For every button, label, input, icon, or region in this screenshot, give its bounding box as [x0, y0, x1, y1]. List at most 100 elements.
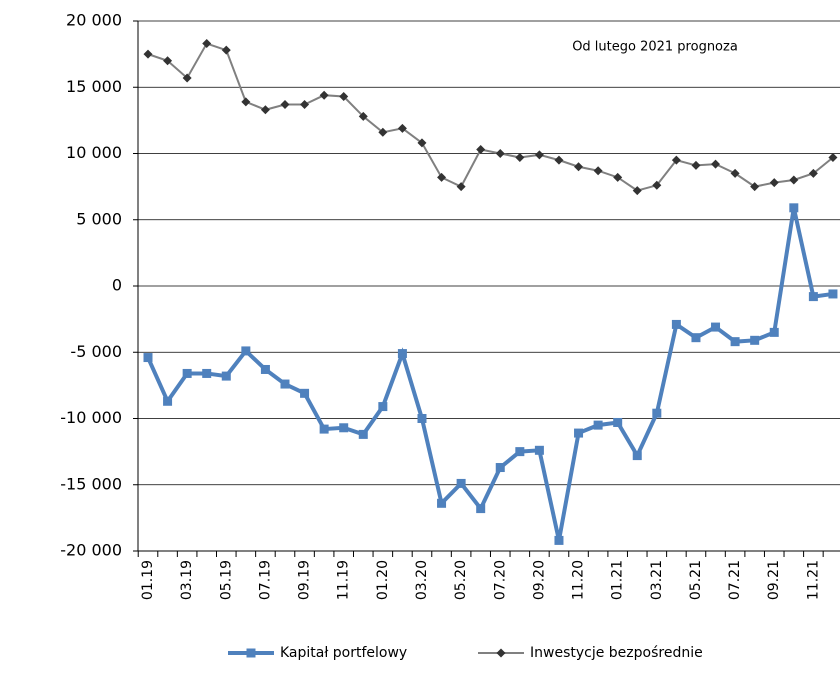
- marker: [437, 172, 447, 182]
- y-tick-label: -5 000: [70, 342, 122, 361]
- x-tick-label: 09.20: [531, 560, 547, 600]
- marker: [750, 335, 760, 345]
- x-tick-label: 03.19: [179, 560, 195, 600]
- x-tick-label: 03.21: [649, 560, 665, 600]
- x-tick-label: 05.19: [218, 560, 234, 600]
- marker: [632, 186, 642, 196]
- marker: [691, 333, 701, 343]
- marker: [495, 149, 505, 158]
- marker: [554, 155, 564, 165]
- x-tick-label: 03.20: [414, 560, 430, 600]
- marker: [574, 428, 584, 438]
- marker: [319, 90, 329, 100]
- marker: [319, 424, 329, 434]
- series: [143, 39, 838, 196]
- marker: [163, 56, 173, 66]
- marker: [613, 417, 623, 427]
- y-tick-label: 20 000: [66, 11, 122, 30]
- marker: [143, 49, 153, 59]
- marker: [495, 463, 505, 473]
- marker: [554, 535, 564, 545]
- marker: [202, 368, 212, 378]
- marker: [221, 45, 231, 55]
- annotation: Od lutego 2021 prognoza: [572, 40, 738, 55]
- marker: [789, 203, 799, 213]
- marker: [652, 408, 662, 418]
- marker: [260, 105, 270, 115]
- marker: [339, 423, 349, 433]
- x-tick-label: 05.20: [453, 560, 469, 600]
- marker: [182, 368, 192, 378]
- marker: [828, 152, 838, 162]
- marker: [397, 123, 407, 133]
- x-tick-label: 11.19: [336, 560, 352, 600]
- marker: [241, 97, 251, 107]
- marker: [593, 420, 603, 430]
- marker: [534, 150, 544, 160]
- marker: [808, 168, 818, 178]
- y-tick-label: 10 000: [66, 143, 122, 162]
- marker: [476, 504, 486, 514]
- marker: [515, 152, 525, 162]
- marker: [358, 429, 368, 439]
- marker: [378, 402, 388, 412]
- x-tick-label: 07.20: [492, 560, 508, 600]
- marker: [828, 289, 838, 299]
- x-tick-label: 01.21: [610, 560, 626, 600]
- marker: [182, 73, 192, 83]
- marker: [496, 648, 506, 658]
- marker: [711, 322, 721, 332]
- marker: [300, 388, 310, 398]
- marker: [574, 162, 584, 172]
- marker: [417, 414, 427, 423]
- marker: [280, 379, 290, 389]
- x-tick-label: 07.19: [257, 560, 273, 600]
- marker: [280, 99, 290, 109]
- x-tick-label: 09.21: [766, 560, 782, 600]
- marker: [143, 353, 153, 363]
- series-line: [147, 42, 834, 192]
- marker: [358, 111, 368, 121]
- marker: [241, 346, 251, 356]
- marker: [750, 182, 760, 192]
- marker: [730, 168, 740, 178]
- marker: [456, 478, 466, 488]
- marker: [691, 160, 701, 170]
- x-tick-label: 01.20: [375, 560, 391, 600]
- legend-label: Inwestycje bezpośrednie: [530, 645, 703, 661]
- marker: [163, 396, 173, 406]
- marker: [789, 175, 799, 185]
- marker: [652, 180, 662, 190]
- x-tick-label: 05.21: [688, 560, 704, 600]
- marker: [769, 327, 779, 337]
- y-tick-label: -10 000: [60, 408, 122, 427]
- marker: [711, 159, 721, 169]
- marker: [260, 364, 270, 374]
- marker: [417, 138, 427, 148]
- marker: [456, 182, 466, 192]
- y-tick-label: -20 000: [60, 541, 122, 560]
- x-tick-label: 09.19: [297, 560, 313, 600]
- marker: [671, 319, 681, 329]
- x-tick-label: 07.21: [727, 560, 743, 600]
- marker: [671, 155, 681, 165]
- series-line: [146, 207, 834, 541]
- marker: [300, 99, 310, 109]
- marker: [593, 166, 603, 176]
- x-tick-label: 11.21: [805, 560, 821, 600]
- marker: [613, 172, 623, 182]
- marker: [378, 127, 388, 137]
- marker: [437, 498, 447, 508]
- y-tick-label: 15 000: [66, 77, 122, 96]
- marker: [339, 92, 349, 102]
- series: [143, 203, 838, 545]
- y-tick-label: 0: [112, 276, 122, 295]
- marker: [534, 445, 544, 455]
- x-tick-label: 01.19: [140, 560, 156, 600]
- marker: [632, 451, 642, 461]
- marker: [246, 648, 256, 658]
- legend-label: Kapitał portfelowy: [280, 645, 407, 661]
